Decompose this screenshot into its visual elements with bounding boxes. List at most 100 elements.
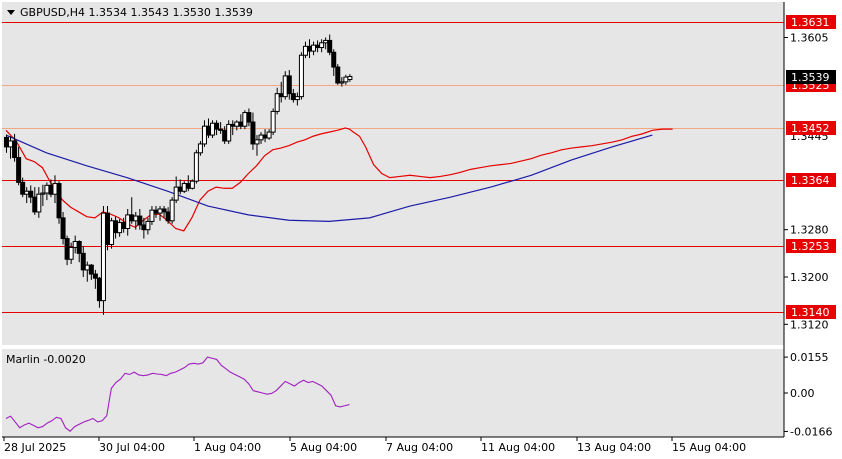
candle[interactable]	[331, 49, 337, 76]
candle[interactable]	[92, 269, 98, 289]
candle-body	[44, 184, 50, 194]
level-label-bg	[786, 15, 836, 29]
candle[interactable]	[274, 87, 280, 115]
candle[interactable]	[56, 181, 62, 224]
price-tick-label: 1.3280	[790, 224, 829, 237]
candle[interactable]	[80, 246, 86, 277]
level-label-text: 1.3452	[791, 122, 830, 135]
slow-ma-line	[5, 134, 653, 223]
candle-body	[298, 54, 304, 98]
candle[interactable]	[68, 242, 74, 264]
candle[interactable]	[125, 208, 131, 236]
candle-body	[68, 246, 74, 260]
candle[interactable]	[20, 177, 26, 198]
candle[interactable]	[137, 208, 143, 230]
level-price-label: 1.3631	[786, 15, 836, 29]
level-price-label: 1.3140	[786, 305, 836, 319]
candle-body	[193, 152, 199, 182]
candle[interactable]	[76, 240, 82, 263]
candle[interactable]	[266, 129, 272, 140]
time-axis: 28 Jul 2025 30 Jul 04:00 1 Aug 04:00 5 Aug …	[3, 437, 746, 454]
candle-body	[254, 139, 260, 145]
candle[interactable]	[88, 263, 94, 280]
candle-body	[270, 110, 276, 133]
candle[interactable]	[40, 184, 46, 207]
level-label-text: 1.3253	[791, 240, 830, 253]
candle-body	[141, 224, 147, 231]
candle[interactable]	[286, 70, 292, 100]
oscillator-panel[interactable]	[2, 349, 784, 437]
candle[interactable]	[36, 187, 42, 218]
candle[interactable]	[226, 120, 232, 144]
candle[interactable]	[242, 110, 248, 130]
candle[interactable]	[105, 206, 110, 251]
candle-body	[84, 264, 90, 271]
candle[interactable]	[218, 122, 224, 134]
candle-body	[20, 181, 26, 195]
candle[interactable]	[339, 77, 345, 87]
candle-body	[278, 93, 284, 98]
candle-body	[286, 75, 292, 95]
candle-body	[8, 140, 14, 148]
candle[interactable]	[60, 211, 66, 245]
candle-body	[129, 214, 135, 222]
candle-body	[64, 238, 70, 260]
candle-body	[105, 212, 110, 245]
candle-body	[250, 121, 256, 145]
level-label-bg	[786, 239, 836, 253]
candle[interactable]	[319, 39, 325, 53]
candle-body	[206, 125, 211, 136]
candle-body	[274, 93, 280, 112]
candle[interactable]	[214, 120, 220, 136]
candle[interactable]	[173, 176, 179, 204]
candle[interactable]	[327, 34, 333, 56]
level-label-bg	[786, 305, 836, 319]
candle-body	[294, 96, 300, 101]
candle-body	[230, 123, 236, 127]
collapse-triangle-icon[interactable]	[7, 10, 15, 15]
candle[interactable]	[12, 133, 18, 162]
candle-body	[48, 184, 54, 195]
candle-body	[315, 44, 321, 49]
candle[interactable]	[145, 217, 151, 235]
candle[interactable]	[161, 206, 167, 218]
candle-body	[52, 183, 58, 195]
candle[interactable]	[298, 52, 304, 100]
candle-body	[181, 183, 187, 192]
current-price-bg	[786, 70, 836, 84]
candle-body	[92, 273, 98, 279]
candle[interactable]	[246, 108, 252, 127]
candle[interactable]	[282, 71, 288, 100]
candle-body	[149, 209, 155, 222]
candle[interactable]	[270, 108, 276, 136]
candle-body	[121, 222, 127, 229]
candle[interactable]	[16, 146, 22, 186]
candle[interactable]	[100, 206, 106, 315]
candle[interactable]	[189, 179, 195, 190]
candle[interactable]	[311, 41, 317, 56]
moving-averages	[5, 127, 673, 232]
candle[interactable]	[335, 64, 341, 85]
candle[interactable]	[347, 74, 353, 82]
candle-body	[80, 252, 86, 271]
candle[interactable]	[250, 112, 256, 150]
candle-body	[88, 264, 94, 275]
price-panel[interactable]	[2, 2, 784, 345]
oscillator-label: Marlin -0.0020	[6, 353, 86, 366]
candle[interactable]	[169, 197, 175, 224]
candle[interactable]	[109, 217, 115, 249]
price-tick-label: 1.3605	[790, 31, 829, 44]
candle-body	[96, 277, 102, 302]
candle[interactable]	[197, 140, 203, 156]
candle[interactable]	[193, 149, 199, 184]
candle-body	[177, 186, 183, 192]
candle-body	[258, 134, 264, 141]
candle[interactable]	[28, 185, 34, 204]
candle[interactable]	[254, 135, 260, 156]
candle[interactable]	[294, 92, 300, 106]
candle[interactable]	[210, 120, 216, 139]
horizontal-levels	[2, 22, 784, 313]
oscillator-tick-label: 0.00	[790, 387, 815, 400]
candle[interactable]	[149, 206, 155, 225]
